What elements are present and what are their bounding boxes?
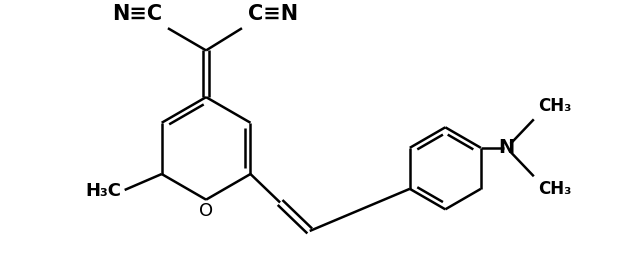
- Text: O: O: [199, 203, 213, 221]
- Text: C≡N: C≡N: [248, 4, 298, 24]
- Text: N: N: [499, 138, 515, 157]
- Text: N≡C: N≡C: [112, 4, 162, 24]
- Text: H₃C: H₃C: [86, 182, 122, 200]
- Text: CH₃: CH₃: [538, 180, 571, 198]
- Text: CH₃: CH₃: [538, 97, 571, 115]
